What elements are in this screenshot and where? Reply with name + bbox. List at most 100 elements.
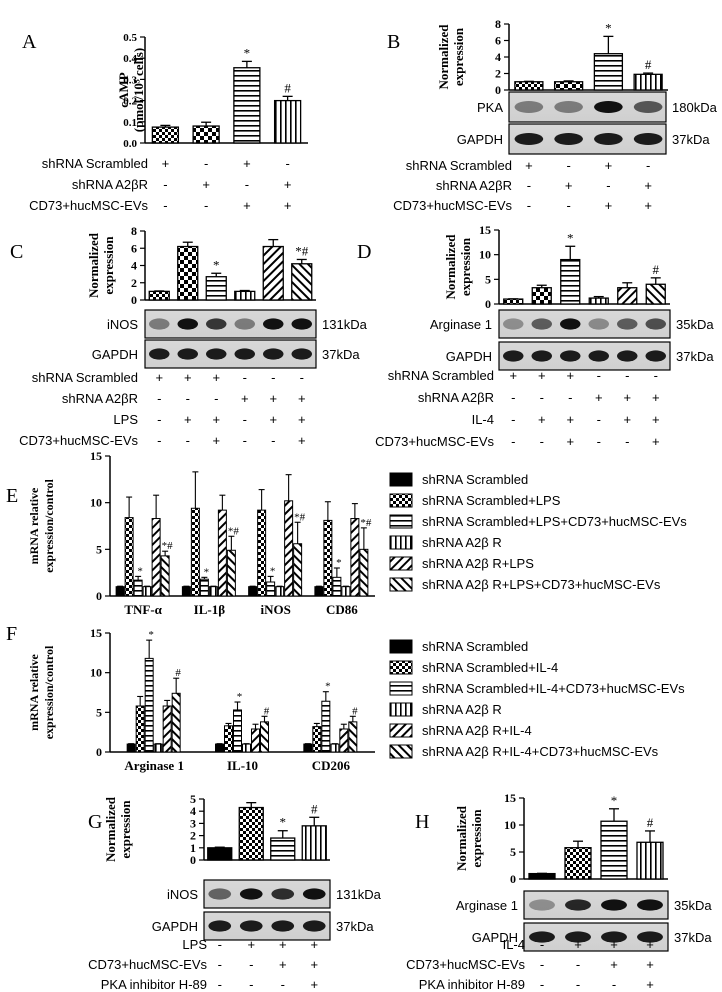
- blot-size: 37kDa: [672, 132, 710, 147]
- bar: [233, 709, 242, 753]
- condition-sign: +: [610, 937, 618, 952]
- y-axis-label: cAMP: [116, 72, 131, 107]
- bar: [207, 847, 233, 861]
- significance-mark: *#: [295, 243, 309, 258]
- y-tick-label: 0: [190, 853, 196, 867]
- significance-mark: #: [311, 801, 318, 816]
- bar: [348, 721, 358, 753]
- condition-sign: +: [243, 156, 251, 171]
- bar: [339, 728, 349, 753]
- condition-sign: +: [566, 434, 574, 449]
- bar: [270, 837, 296, 861]
- blot-band: [645, 318, 667, 330]
- blot-band: [514, 101, 544, 113]
- blot-strip: [498, 341, 671, 371]
- condition-sign: +: [623, 390, 631, 405]
- y-tick-label: 4: [131, 259, 137, 273]
- condition-sign: +: [566, 412, 574, 427]
- panel-D: D 0 5 10 15 Normalized expression * # Arginase 1 3…: [357, 223, 714, 449]
- significance-mark: #: [352, 705, 358, 717]
- significance-mark: *: [336, 557, 342, 569]
- bar: [341, 586, 351, 597]
- y-tick-label: 8: [131, 224, 137, 238]
- significance-mark: #: [647, 815, 654, 830]
- bar: [645, 283, 666, 305]
- y-tick-label: 10: [479, 248, 491, 262]
- significance-mark: *: [325, 681, 331, 693]
- significance-mark: *#: [228, 525, 240, 537]
- legend-entry: shRNA Scrambled+LPS: [422, 493, 561, 508]
- y-tick-label: 0: [495, 83, 501, 97]
- y-axis-label: Normalized: [443, 234, 458, 300]
- panel-letter: H: [415, 811, 429, 833]
- blot-band: [633, 133, 663, 145]
- blot-label: iNOS: [107, 317, 138, 332]
- y-axis-label: expression: [101, 236, 116, 295]
- bar: [257, 509, 267, 597]
- blot-band: [262, 348, 284, 360]
- bar: [323, 519, 333, 597]
- legend-swatch: [389, 702, 413, 717]
- condition-label: shRNA A2βR: [62, 391, 138, 406]
- panel-letter: G: [88, 811, 102, 833]
- condition-sign: -: [511, 412, 515, 427]
- condition-sign: -: [157, 391, 161, 406]
- legend-swatch: [389, 472, 413, 487]
- condition-sign: -: [527, 178, 531, 193]
- condition-sign: +: [310, 977, 318, 992]
- bar: [217, 509, 227, 597]
- bar: [181, 586, 191, 597]
- blot-size: 37kDa: [336, 919, 374, 934]
- blot-band: [531, 318, 553, 330]
- condition-sign: +: [538, 412, 546, 427]
- condition-label: PKA inhibitor H-89: [101, 977, 207, 992]
- blot-label: GAPDH: [446, 349, 492, 364]
- condition-sign: +: [184, 370, 192, 385]
- condition-sign: +: [279, 957, 287, 972]
- condition-sign: +: [646, 957, 654, 972]
- condition-sign: +: [623, 412, 631, 427]
- blot-band: [208, 888, 232, 900]
- condition-sign: -: [245, 177, 249, 192]
- legend-swatch: [389, 493, 413, 508]
- condition-sign: +: [155, 370, 163, 385]
- legend-entry: shRNA A2β R+IL-4+CD73+hucMSC-EVs: [422, 744, 659, 759]
- condition-sign: +: [247, 937, 255, 952]
- condition-label: PKA inhibitor H-89: [419, 977, 525, 992]
- condition-sign: -: [568, 390, 572, 405]
- condition-sign: -: [243, 370, 247, 385]
- condition-sign: -: [163, 198, 167, 213]
- legend-entry: shRNA Scrambled: [422, 639, 528, 654]
- legend-swatch: [389, 535, 413, 550]
- bar: [617, 287, 638, 305]
- condition-sign: -: [625, 368, 629, 383]
- blot-strip: [144, 339, 317, 369]
- condition-sign: -: [597, 368, 601, 383]
- condition-sign: +: [202, 177, 210, 192]
- bar: [633, 73, 663, 91]
- y-axis-label: expression: [118, 800, 133, 859]
- bar: [293, 543, 303, 597]
- condition-sign: +: [646, 977, 654, 992]
- blot-label: GAPDH: [472, 930, 518, 945]
- blot-band: [565, 931, 591, 943]
- blot-band: [177, 318, 199, 330]
- legend-swatch: [389, 723, 413, 738]
- bar: [233, 67, 261, 144]
- y-tick-label: 0.3: [123, 74, 137, 86]
- panel-C: C 0 2 4 6 8 Normalized expression * *# iNOS 131kDa G…: [10, 224, 368, 448]
- condition-label: CD73+hucMSC-EVs: [88, 957, 207, 972]
- blot-band: [148, 318, 170, 330]
- blot-band: [637, 931, 663, 943]
- condition-label: IL-4: [503, 937, 525, 952]
- condition-sign: -: [157, 412, 161, 427]
- condition-label: IL-4: [472, 412, 494, 427]
- blot-label: Arginase 1: [456, 898, 518, 913]
- condition-label: CD73+hucMSC-EVs: [393, 198, 512, 213]
- bar: [350, 518, 360, 597]
- condition-label: LPS: [113, 412, 138, 427]
- y-axis-label: Normalized: [103, 796, 118, 862]
- condition-sign: +: [162, 156, 170, 171]
- bar: [588, 297, 609, 305]
